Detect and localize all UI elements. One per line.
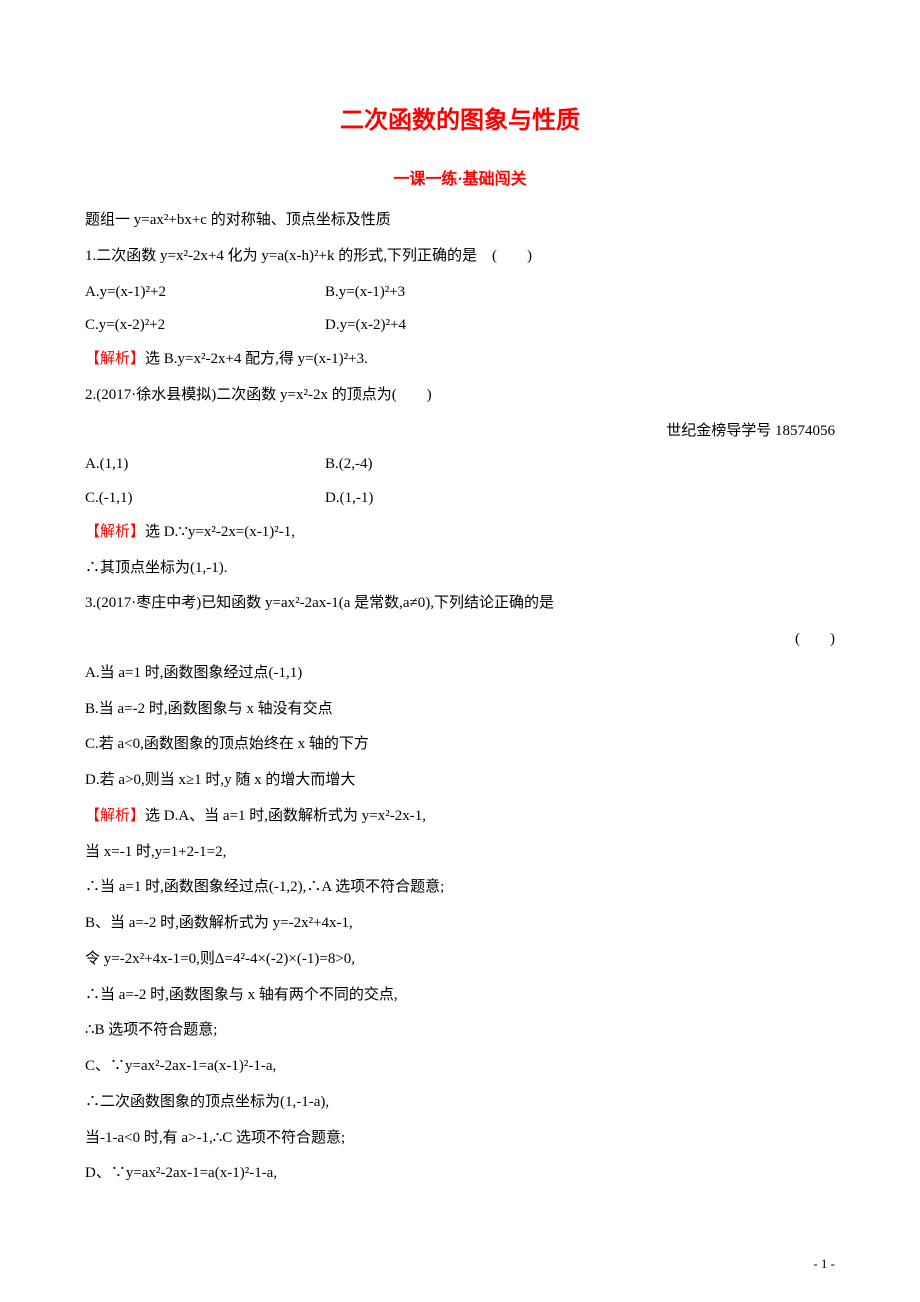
page-subtitle: 一课一练·基础闯关 [85, 165, 835, 189]
q3-line11: D、∵y=ax²-2ax-1=a(x-1)²-1-a, [85, 1157, 835, 1191]
q3-paren: ( ) [85, 623, 835, 657]
q3-line4: B、当 a=-2 时,函数解析式为 y=-2x²+4x-1, [85, 907, 835, 941]
q1-option-d: D.y=(x-2)²+4 [325, 309, 835, 343]
q1-analysis-body: 选 B.y=x²-2x+4 配方,得 y=(x-1)²+3. [145, 351, 368, 367]
q2-options-row1: A.(1,1) B.(2,-4) [85, 448, 835, 482]
q3-option-d: D.若 a>0,则当 x≥1 时,y 随 x 的增大而增大 [85, 764, 835, 798]
q2-option-a: A.(1,1) [85, 448, 325, 482]
q1-option-c: C.y=(x-2)²+2 [85, 309, 325, 343]
q3-line9: ∴二次函数图象的顶点坐标为(1,-1-a), [85, 1086, 835, 1120]
q3-analysis-body: 选 D.A、当 a=1 时,函数解析式为 y=x²-2x-1, [145, 808, 426, 824]
q3-option-b: B.当 a=-2 时,函数图象与 x 轴没有交点 [85, 693, 835, 727]
q3-line7: ∴B 选项不符合题意; [85, 1014, 835, 1048]
q2-options-row2: C.(-1,1) D.(1,-1) [85, 482, 835, 516]
q1-option-b: B.y=(x-1)²+3 [325, 276, 835, 310]
q3-line10: 当-1-a<0 时,有 a>-1,∴C 选项不符合题意; [85, 1122, 835, 1156]
q3-stem: 3.(2017·枣庄中考)已知函数 y=ax²-2ax-1(a 是常数,a≠0)… [85, 587, 835, 621]
q3-option-a: A.当 a=1 时,函数图象经过点(-1,1) [85, 657, 835, 691]
q3-analysis-line1: 【解析】选 D.A、当 a=1 时,函数解析式为 y=x²-2x-1, [85, 800, 835, 834]
q1-stem: 1.二次函数 y=x²-2x+4 化为 y=a(x-h)²+k 的形式,下列正确… [85, 240, 835, 274]
q1-options-row1: A.y=(x-1)²+2 B.y=(x-1)²+3 [85, 276, 835, 310]
q1-options-row2: C.y=(x-2)²+2 D.y=(x-2)²+4 [85, 309, 835, 343]
q1-analysis: 【解析】选 B.y=x²-2x+4 配方,得 y=(x-1)²+3. [85, 343, 835, 377]
q3-line3: ∴当 a=1 时,函数图象经过点(-1,2),∴A 选项不符合题意; [85, 871, 835, 905]
q3-option-c: C.若 a<0,函数图象的顶点始终在 x 轴的下方 [85, 728, 835, 762]
q1-analysis-label: 【解析】 [85, 351, 145, 367]
q2-option-c: C.(-1,1) [85, 482, 325, 516]
q1-option-a: A.y=(x-1)²+2 [85, 276, 325, 310]
q3-line5: 令 y=-2x²+4x-1=0,则Δ=4²-4×(-2)×(-1)=8>0, [85, 943, 835, 977]
q2-option-b: B.(2,-4) [325, 448, 835, 482]
q2-analysis-line1: 【解析】选 D.∵y=x²-2x=(x-1)²-1, [85, 516, 835, 550]
page-title: 二次函数的图象与性质 [85, 100, 835, 135]
q2-stem: 2.(2017·徐水县模拟)二次函数 y=x²-2x 的顶点为( ) [85, 379, 835, 413]
q2-analysis-line2: ∴其顶点坐标为(1,-1). [85, 552, 835, 586]
q3-line2: 当 x=-1 时,y=1+2-1=2, [85, 836, 835, 870]
section-header: 题组一 y=ax²+bx+c 的对称轴、顶点坐标及性质 [85, 204, 835, 238]
q2-note: 世纪金榜导学号 18574056 [85, 415, 835, 449]
q3-line8: C、∵y=ax²-2ax-1=a(x-1)²-1-a, [85, 1050, 835, 1084]
q2-analysis-label: 【解析】 [85, 524, 145, 540]
q3-line6: ∴当 a=-2 时,函数图象与 x 轴有两个不同的交点, [85, 979, 835, 1013]
q2-analysis-body: 选 D.∵y=x²-2x=(x-1)²-1, [145, 524, 295, 540]
q2-option-d: D.(1,-1) [325, 482, 835, 516]
q3-analysis-label: 【解析】 [85, 808, 145, 824]
page-number: - 1 - [813, 1256, 835, 1272]
